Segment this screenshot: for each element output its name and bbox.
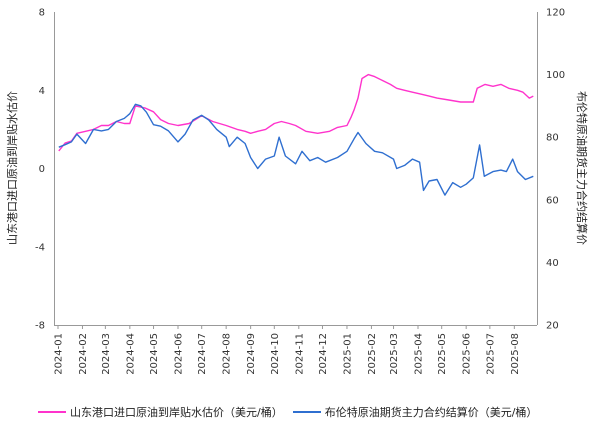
x-tick-label: 2024-02 [78,333,89,375]
legend-label-series-2: 布伦特原油期货主力合约结算价（美元/桶） [324,406,538,419]
x-tick-label: 2024-06 [174,333,185,375]
left-tick-label: -8 [35,321,45,332]
legend-swatch-series-2 [292,411,321,413]
x-tick-label: 2024-05 [149,333,160,375]
left-axis-ticks: 8 4 0 -4 -8 [35,8,45,332]
x-tick-label: 2024-12 [318,333,329,375]
x-tick-label: 2024-09 [246,333,257,375]
left-tick-label: 0 [39,164,45,175]
x-tick-label: 2025-07 [485,333,496,375]
x-tick-label: 2024-11 [294,333,305,375]
legend-label-series-1: 山东港口进口原油到岸贴水估价（美元/桶） [70,406,283,419]
x-tick-label: 2024-01 [54,333,65,375]
right-tick-label: 40 [546,258,559,269]
x-tick-label: 2025-08 [510,333,521,375]
left-axis-title: 山东港口进口原油到岸贴水估价 [5,91,19,245]
left-tick-label: -4 [35,242,45,253]
right-axis-ticks: 120 100 80 60 40 20 [546,8,565,332]
x-axis-ticks: 2024-01 2024-02 2024-03 2024-04 2024-05 2024-… [54,325,521,375]
series-line-1 [58,73,534,152]
legend-item-series-1: 山东港口进口原油到岸贴水估价（美元/桶） [38,404,283,420]
legend-item-series-2: 布伦特原油期货主力合约结算价（美元/桶） [292,404,538,420]
x-tick-label: 2024-03 [101,333,112,375]
right-tick-label: 100 [546,70,565,81]
x-tick-label: 2024-10 [270,333,281,375]
x-tick-label: 2025-03 [389,333,400,375]
right-tick-label: 20 [546,321,559,332]
x-tick-label: 2024-08 [222,333,233,375]
legend-swatch-series-1 [38,411,66,413]
right-axis-title: 布伦特原油期货主力合约结算价 [575,91,589,245]
x-tick-label: 2025-04 [414,333,425,375]
series-line-2 [58,103,534,196]
x-tick-label: 2025-06 [462,333,473,375]
right-tick-label: 120 [546,8,565,19]
x-tick-label: 2025-01 [342,333,353,375]
x-tick-label: 2025-02 [367,333,378,375]
x-tick-label: 2024-04 [125,333,136,375]
x-tick-label: 2024-07 [197,333,208,375]
legend: 山东港口进口原油到岸贴水估价（美元/桶） 布伦特原油期货主力合约结算价（美元/桶… [38,404,547,420]
right-tick-label: 80 [546,133,559,144]
left-tick-label: 8 [39,8,45,19]
x-tick-label: 2025-05 [437,333,448,375]
right-tick-label: 60 [546,195,559,206]
series-layer [58,73,534,196]
left-tick-label: 4 [39,86,45,97]
